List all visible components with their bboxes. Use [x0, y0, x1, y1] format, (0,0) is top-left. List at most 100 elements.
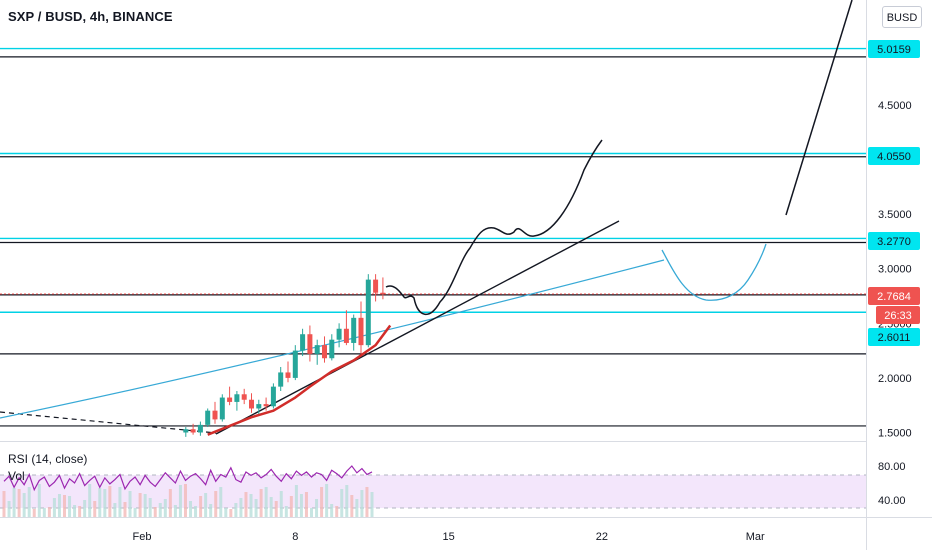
candle-body[interactable]	[190, 429, 196, 433]
blue-trendline[interactable]	[0, 259, 665, 419]
volume-bar	[73, 505, 77, 517]
price-badge-level-3: 3.2770	[868, 232, 920, 250]
candle-body[interactable]	[336, 328, 342, 340]
rsi-legend[interactable]: RSI (14, close)	[8, 452, 88, 466]
volume-bar	[330, 504, 334, 517]
volume-bar	[204, 493, 208, 517]
volume-bar	[32, 509, 36, 517]
volume-bar	[365, 487, 369, 517]
candle-body[interactable]	[365, 279, 371, 346]
time-axis[interactable]: Feb 8 15 22 Mar	[133, 531, 765, 543]
time-tick-label: 22	[596, 531, 608, 543]
candle-body[interactable]	[263, 404, 269, 407]
projection-path-1[interactable]	[385, 139, 603, 315]
volume-bar	[209, 504, 213, 517]
volume-bar	[189, 501, 193, 517]
volume-bar	[269, 497, 273, 517]
current-price-badge: 2.7684	[868, 287, 920, 305]
volume-bar	[22, 493, 26, 517]
volume-bar	[2, 491, 6, 517]
candle-body[interactable]	[241, 394, 247, 400]
candle-body[interactable]	[322, 345, 327, 359]
volume-bar	[279, 491, 283, 517]
symbol-title[interactable]: SXP / BUSD, 4h, BINANCE	[8, 9, 173, 24]
candle-body[interactable]	[249, 399, 254, 409]
candle-body[interactable]	[300, 334, 306, 351]
volume-bar	[350, 495, 354, 517]
volume-bar	[123, 502, 127, 517]
candle-body[interactable]	[205, 410, 211, 425]
candle-body[interactable]	[343, 328, 349, 343]
volume-bar	[113, 503, 117, 517]
dashed-trendline[interactable]	[0, 411, 217, 434]
cup-projection[interactable]	[661, 243, 767, 301]
volume-bar	[98, 488, 102, 517]
volume-bar	[355, 499, 359, 517]
volume-bar	[345, 485, 349, 517]
price-tick-label: 3.0000	[878, 264, 912, 276]
black-trendline[interactable]	[215, 220, 620, 435]
vol-legend[interactable]: Vol	[8, 469, 25, 483]
countdown-badge: 26:33	[876, 306, 920, 324]
volume-bar	[133, 508, 137, 517]
price-badge-text: 2.6011	[878, 332, 911, 344]
candle-body[interactable]	[227, 397, 233, 402]
candle-body[interactable]	[380, 292, 386, 294]
volume-bar	[315, 499, 319, 517]
volume-bar	[128, 491, 132, 517]
price-tick-label: 4.5000	[878, 100, 912, 112]
candle-body[interactable]	[292, 350, 298, 378]
time-tick-label: Mar	[746, 531, 765, 543]
volume-bar	[138, 493, 142, 517]
volume-bars	[2, 484, 374, 517]
time-tick-label: 8	[292, 531, 298, 543]
volume-bar	[249, 494, 253, 517]
candle-body[interactable]	[183, 429, 189, 433]
volume-bar	[148, 498, 152, 517]
volume-bar	[17, 489, 21, 517]
candle-body[interactable]	[285, 372, 291, 378]
volume-bar	[284, 506, 288, 517]
currency-button[interactable]: BUSD	[882, 6, 922, 28]
price-badge-level-1: 5.0159	[868, 40, 920, 58]
time-tick-label: Feb	[133, 531, 152, 543]
volume-bar	[254, 499, 258, 517]
volume-bar	[194, 506, 198, 517]
candle-body[interactable]	[212, 410, 218, 420]
candle-body[interactable]	[219, 397, 225, 420]
rsi-tick-label: 80.00	[878, 461, 906, 473]
candle-body[interactable]	[329, 339, 335, 359]
candle-body[interactable]	[351, 317, 357, 343]
volume-bar	[294, 485, 298, 517]
projection-path-2[interactable]	[785, 0, 853, 216]
volume-bar	[239, 498, 243, 517]
volume-bar	[299, 494, 303, 517]
candle-body[interactable]	[270, 386, 276, 407]
volume-bar	[118, 487, 122, 517]
volume-bar	[183, 484, 187, 517]
candle-body[interactable]	[256, 404, 262, 409]
candle-body[interactable]	[278, 372, 284, 387]
volume-bar	[274, 501, 278, 517]
candlesticks[interactable]	[183, 274, 386, 437]
candle-body[interactable]	[197, 424, 203, 433]
candle-body[interactable]	[234, 394, 240, 402]
volume-bar	[360, 490, 364, 517]
candle-body[interactable]	[358, 317, 364, 346]
volume-bar	[52, 498, 56, 517]
volume-bar	[289, 496, 293, 517]
volume-bar	[163, 499, 167, 517]
volume-bar	[325, 484, 329, 517]
price-tick-label: 2.0000	[878, 373, 912, 385]
volume-bar	[310, 508, 314, 517]
candle-body[interactable]	[314, 345, 320, 354]
volume-bar	[335, 506, 339, 517]
time-tick-label: 15	[442, 531, 454, 543]
volume-bar	[103, 489, 107, 517]
candle-body[interactable]	[373, 279, 379, 293]
rsi-tick-label: 40.00	[878, 495, 906, 507]
candle-body[interactable]	[307, 334, 313, 354]
volume-bar	[47, 507, 51, 517]
